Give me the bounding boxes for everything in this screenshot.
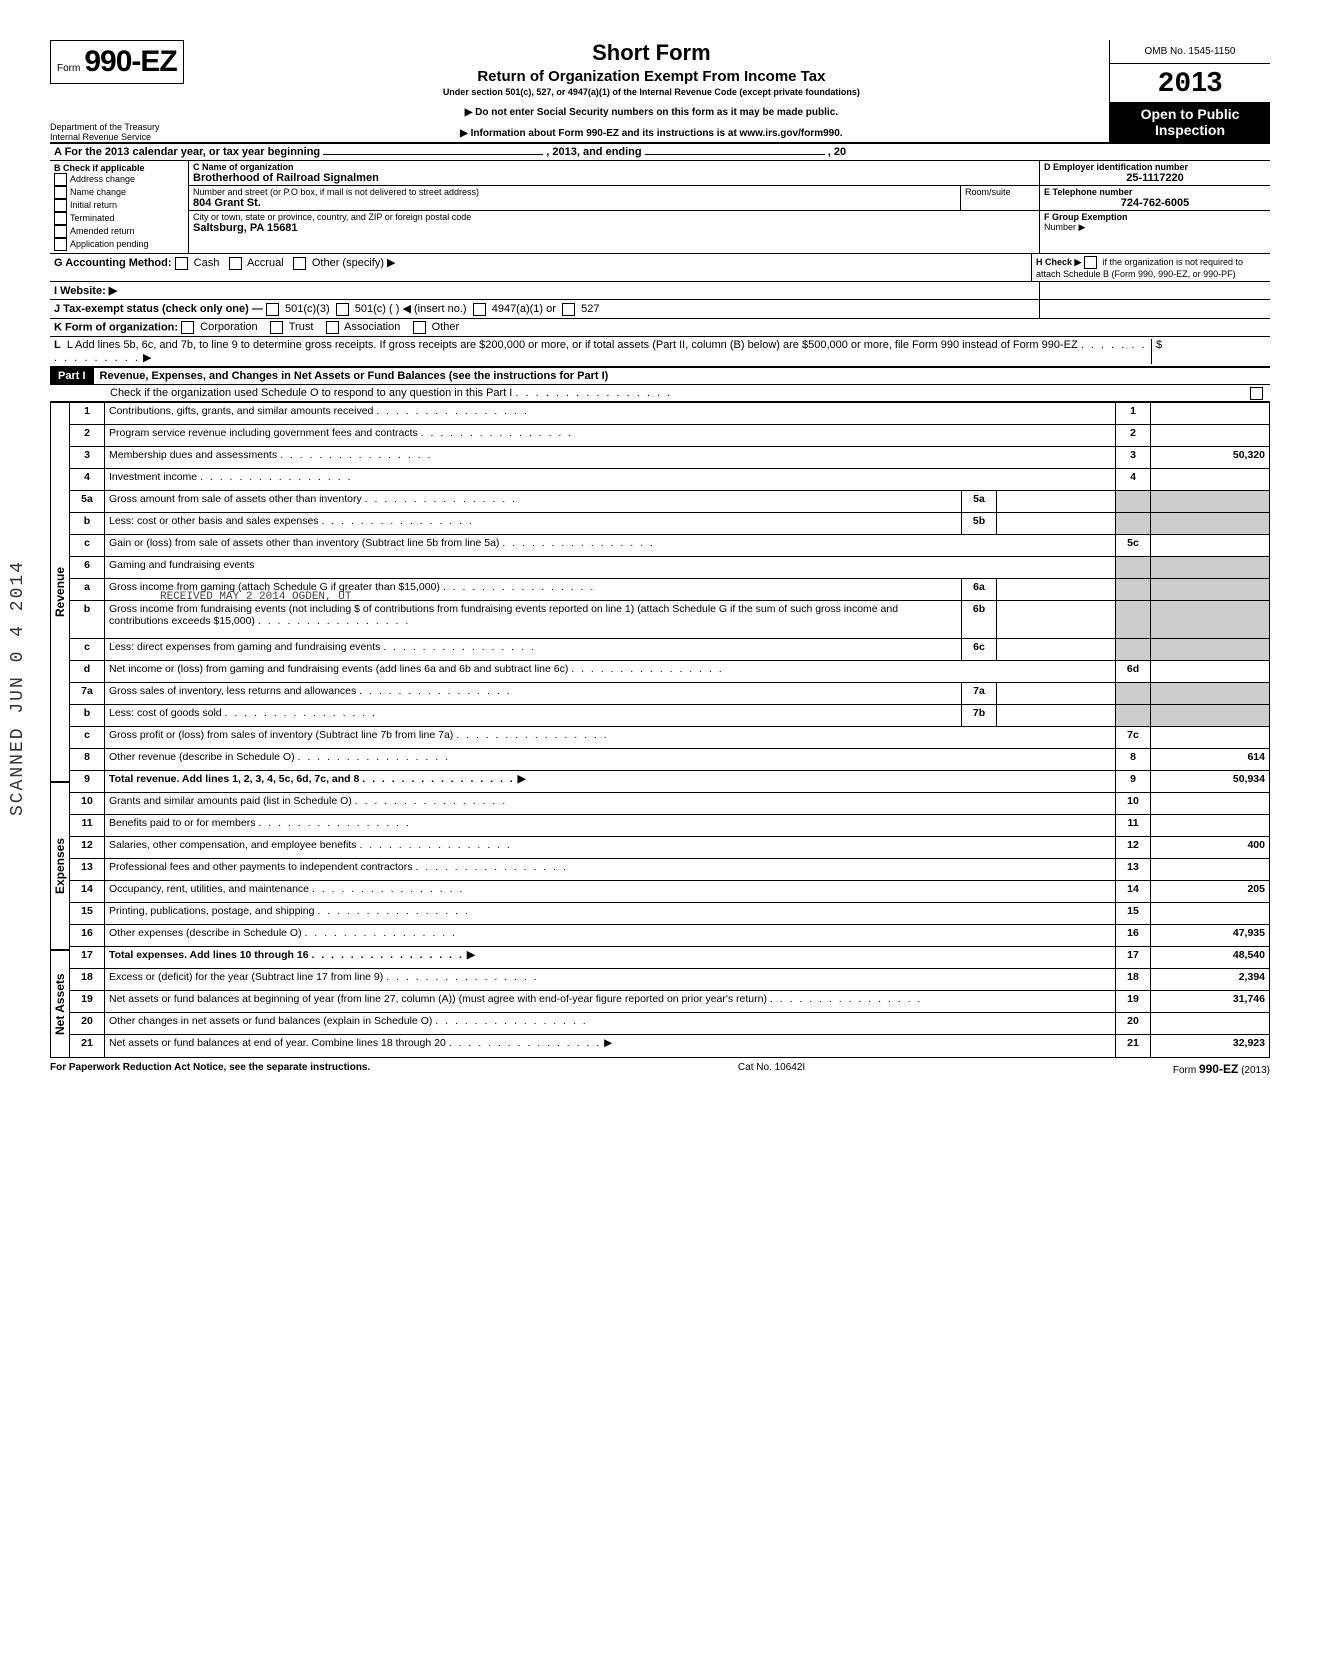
right-box: OMB No. 1545-1150 2013 Open to Public In… [1109,40,1270,142]
netassets-label: Net Assets [50,950,70,1058]
omb-number: OMB No. 1545-1150 [1110,40,1270,64]
expenses-label: Expenses [50,782,70,950]
part1-header: Part I Revenue, Expenses, and Changes in… [50,367,1270,385]
street: 804 Grant St. [193,197,956,209]
phone: 724-762-6005 [1044,197,1266,209]
open-public: Open to Public Inspection [1110,102,1270,142]
under-section: Under section 501(c), 527, or 4947(a)(1)… [204,87,1099,97]
scanned-stamp: SCANNED JUN 0 4 2014 [8,560,28,816]
ein: 25-1117220 [1044,172,1266,184]
title-main: Short Form [204,40,1099,66]
title-block: Short Form Return of Organization Exempt… [194,40,1109,142]
city: Saltsburg, PA 15681 [193,222,1035,234]
ssn-notice: ▶ Do not enter Social Security numbers o… [204,107,1099,118]
lines-table: 1Contributions, gifts, grants, and simil… [70,402,1270,1058]
irs-dept: Department of the Treasury Internal Reve… [50,110,190,142]
form-header: Form 990-EZ Department of the Treasury I… [50,40,1270,144]
form-prefix: Form [57,63,80,74]
tax-year: 2013 [1110,64,1270,102]
part1-check[interactable] [1250,387,1263,400]
form-number: 990-EZ [84,45,176,79]
org-name: Brotherhood of Railroad Signalmen [193,172,1035,184]
row-a: A For the 2013 calendar year, or tax yea… [50,144,1270,161]
form-number-box: Form 990-EZ [50,40,184,84]
col-b: B Check if applicable Address changeName… [50,161,189,253]
h-checkbox[interactable] [1084,256,1097,269]
footer: For Paperwork Reduction Act Notice, see … [50,1058,1270,1076]
info-notice: ▶ Information about Form 990-EZ and its … [204,128,1099,139]
revenue-label: Revenue [50,402,70,782]
title-sub: Return of Organization Exempt From Incom… [204,68,1099,85]
